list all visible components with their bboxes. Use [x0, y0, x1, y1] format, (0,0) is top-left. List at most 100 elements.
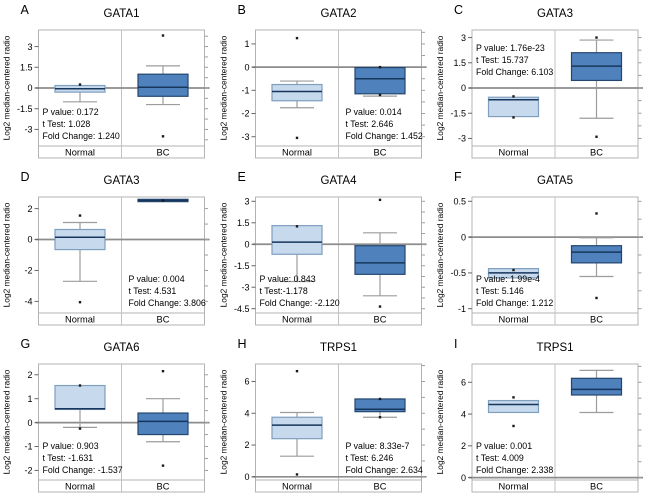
outlier-point: [378, 93, 382, 97]
category-label-normal: Normal: [65, 315, 95, 325]
panel-letter: I: [454, 337, 457, 351]
boxplot-chart-E: E GATA4 Log2 median-centered radio 3 1.5 0 -1.…: [219, 170, 427, 326]
y-tick-label: 0: [27, 418, 32, 428]
category-label-bc: BC: [157, 482, 170, 492]
outlier-point: [78, 83, 82, 86]
box-bc: [137, 198, 189, 203]
y-tick-label: 2: [244, 440, 249, 450]
stats-line: Fold Change: -1.537: [43, 465, 123, 475]
stats-line: P value: 0.014: [346, 107, 402, 117]
stats-line: t Test: -1.631: [43, 453, 94, 463]
boxplot-chart-A: A GATA1 Log2 median-centered radio 3 1.5 0 -1.…: [2, 3, 210, 159]
y-tick-label: 0: [244, 472, 249, 482]
stats-line: P value: 8.33e-7: [346, 441, 410, 451]
box-bc: [137, 369, 189, 467]
outlier-point: [161, 34, 165, 37]
panel-title: TRPS1: [320, 342, 357, 354]
y-tick-label: 4: [244, 408, 249, 418]
panel-title: GATA4: [321, 175, 358, 187]
stats-line: t Test: 5.146: [476, 286, 524, 296]
stats-line: P value: 0.903: [43, 441, 99, 451]
y-axis-label: Log2 median-centered radio: [2, 35, 12, 140]
stats-line: Fold Change: 1.240: [43, 131, 120, 141]
y-tick-label: 1.5: [237, 218, 250, 228]
box-bc: [570, 212, 623, 300]
category-label-bc: BC: [590, 148, 603, 158]
y-tick-label: 0: [461, 232, 466, 242]
box-normal: [54, 83, 106, 103]
panel-letter: C: [454, 3, 463, 17]
panel-title: GATA3: [537, 8, 573, 20]
stats-line: P value: 1.76e-23: [476, 43, 545, 53]
category-label-normal: Normal: [282, 482, 312, 492]
outlier-point: [512, 268, 515, 272]
stats-line: P value: 0.004: [129, 274, 185, 284]
box-normal: [487, 268, 540, 279]
category-label-normal: Normal: [282, 315, 312, 325]
stats-line: t Test: 2.646: [346, 119, 394, 129]
panel-title: GATA5: [537, 175, 573, 187]
y-tick-label: 0: [244, 62, 249, 72]
panel-letter: D: [21, 170, 30, 184]
y-axis-label: Log2 median-centered radio: [2, 202, 12, 307]
y-tick-label: 1: [244, 39, 249, 49]
category-label-normal: Normal: [65, 148, 95, 158]
stats-line: P value: 0.001: [476, 441, 532, 451]
category-label-bc: BC: [374, 315, 387, 325]
y-tick-label: -3: [241, 132, 249, 142]
y-tick-label: 6: [461, 377, 466, 387]
outlier-point: [161, 135, 165, 138]
panel-title: TRPS1: [536, 342, 573, 354]
y-tick-label: -1.5: [234, 261, 250, 271]
category-label-normal: Normal: [499, 315, 529, 325]
y-tick-label: -1.5: [450, 108, 466, 118]
y-tick-label: 4: [461, 409, 466, 419]
panel-letter: E: [238, 170, 246, 184]
boxplot-chart-B: B GATA2 Log2 median-centered radio 1 0 -1 -2 -3…: [219, 3, 427, 159]
category-label-bc: BC: [590, 315, 603, 325]
box-normal: [271, 369, 323, 476]
box-bc: [354, 198, 406, 308]
y-tick-label: -3: [241, 282, 249, 292]
box-normal: [487, 396, 540, 428]
y-tick-label: 0: [461, 83, 466, 93]
y-axis-label: Log2 median-centered radio: [219, 35, 229, 140]
y-tick-label: -2: [241, 109, 249, 119]
category-label-bc: BC: [157, 315, 170, 325]
y-tick-label: -4: [24, 297, 32, 307]
category-label-bc: BC: [374, 482, 387, 492]
outlier-point: [295, 225, 299, 228]
category-label-normal: Normal: [65, 482, 95, 492]
panel-letter: B: [238, 3, 246, 17]
y-axis-label: Log2 median-centered radio: [435, 369, 445, 474]
stats-annotation: P value: 0.014 t Test: 2.646 Fold Change: …: [346, 107, 423, 141]
stats-line: Fold Change: 3.806: [129, 298, 206, 308]
stats-annotation: P value: 0.903 t Test: -1.631 Fold Change:…: [43, 441, 123, 475]
outlier-point: [512, 95, 515, 98]
outlier-point: [295, 369, 299, 373]
y-tick-label: -3: [24, 125, 32, 135]
box-bc: [570, 369, 623, 414]
y-axis-label: Log2 median-centered radio: [435, 35, 445, 140]
stats-annotation: P value: 0.843 t Test:-1.178 Fold Change: …: [260, 274, 340, 308]
stats-annotation: P value: 0.004 t Test: 4.531 Fold Change: …: [129, 274, 206, 308]
outlier-point: [512, 396, 515, 399]
y-tick-label: -3: [458, 134, 466, 144]
stats-line: t Test: 4.009: [476, 453, 524, 463]
outlier-point: [161, 464, 165, 467]
outlier-point: [295, 136, 299, 140]
y-tick-label: 0: [461, 473, 466, 483]
y-tick-label: 0: [244, 239, 249, 249]
stats-annotation: P value: 0.001 t Test: 4.009 Fold Change: …: [476, 441, 553, 475]
outlier-point: [161, 199, 165, 202]
boxplot-chart-G: G GATA6 Log2 median-centered radio 2 1 0 -1 -2 N…: [2, 337, 210, 493]
box-normal: [54, 214, 106, 304]
outlier-point: [512, 116, 515, 119]
y-axis-label: Log2 median-centered radio: [2, 369, 12, 474]
panel-A: A GATA1 Log2 median-centered radio 3 1.5 0 -1.…: [0, 0, 217, 167]
y-tick-label: -1.5: [17, 104, 33, 114]
outlier-point: [295, 473, 299, 476]
panel-E: E GATA4 Log2 median-centered radio 3 1.5 0 -1.…: [217, 167, 434, 334]
panel-D: D GATA3 Log2 median-centered radio 2 0 -2 -4 No…: [0, 167, 217, 334]
